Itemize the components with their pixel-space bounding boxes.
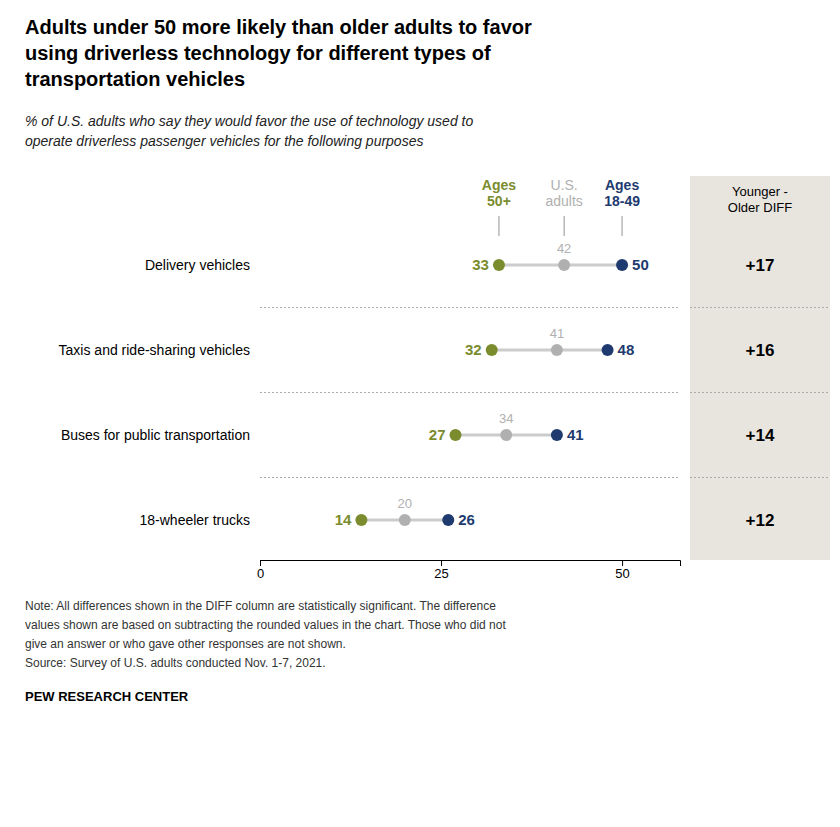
title-line: using driverless technology for differen… [25, 42, 491, 64]
data-label: 14 [335, 511, 352, 528]
column-header-line: adults [545, 193, 582, 209]
title-line: transportation vehicles [25, 68, 245, 90]
data-label: 50 [632, 256, 649, 273]
diff-value: +16 [746, 341, 775, 360]
row-separator [260, 477, 680, 478]
x-tick-label: 50 [615, 566, 629, 581]
row-separator [690, 392, 830, 393]
dot [551, 429, 563, 441]
diff-header: Younger -Older DIFF [728, 184, 792, 215]
data-label: 41 [550, 326, 564, 341]
data-label: 34 [499, 411, 513, 426]
subtitle-line: operate driverless passenger vehicles fo… [25, 133, 423, 149]
subtitle-line: % of U.S. adults who say they would favo… [25, 113, 473, 129]
dot [551, 344, 563, 356]
category-labels: Delivery vehicles Taxis and ride-sharing … [59, 257, 250, 528]
header-bracket [498, 216, 499, 236]
data-label: 32 [465, 341, 482, 358]
data-label: 41 [567, 426, 584, 443]
note: Source: Survey of U.S. adults conducted … [25, 656, 326, 670]
column-header-line: 50+ [487, 193, 511, 209]
column-header-line: Ages [482, 177, 516, 193]
category-label: Delivery vehicles [145, 257, 250, 273]
header-bracket [622, 216, 623, 236]
column-headers: Ages50+U.S.adultsAges18-49 [482, 177, 640, 236]
note: values shown are based on subtracting th… [25, 618, 506, 632]
dot [399, 514, 411, 526]
separators [260, 308, 830, 478]
x-tick: 50 [615, 560, 629, 581]
dot [450, 429, 462, 441]
row-separator [690, 477, 830, 478]
category-label: Buses for public transportation [61, 427, 250, 443]
x-tick-mark [622, 560, 623, 566]
diff-column-bg [690, 176, 830, 560]
data-label: 42 [557, 241, 571, 256]
column-header: Ages18-49 [604, 177, 640, 209]
chart: Adults under 50 more likely than older a… [0, 0, 840, 827]
x-tick: 25 [434, 560, 448, 581]
row-separator [260, 392, 680, 393]
data-label: 26 [458, 511, 475, 528]
x-tick: 0 [257, 560, 264, 581]
title-line: Adults under 50 more likely than older a… [25, 16, 532, 38]
data-label: 27 [429, 426, 446, 443]
dot [500, 429, 512, 441]
dot [616, 259, 628, 271]
diff-value: +17 [746, 256, 775, 275]
column-header-line: Ages [605, 177, 639, 193]
header-bracket [564, 216, 565, 236]
category-label: 18-wheeler trucks [140, 512, 251, 528]
data-label: 48 [618, 341, 635, 358]
column-header: Ages50+ [482, 177, 516, 209]
x-axis-line [261, 561, 681, 567]
data-label: 33 [472, 256, 489, 273]
column-header: U.S.adults [545, 177, 582, 209]
dot [486, 344, 498, 356]
diff-value: +14 [746, 426, 775, 445]
dot [558, 259, 570, 271]
note: give an answer or who gave other respons… [25, 637, 346, 651]
source-label: PEW RESEARCH CENTER [25, 689, 189, 704]
diff-header-line: Older DIFF [728, 200, 792, 215]
dot [602, 344, 614, 356]
x-tick-label: 0 [257, 566, 264, 581]
x-tick-mark [441, 560, 442, 566]
column-header-line: 18-49 [604, 193, 640, 209]
x-tick-label: 25 [434, 566, 448, 581]
notes: Note: All differences shown in the DIFF … [25, 599, 506, 704]
dot [442, 514, 454, 526]
dot [493, 259, 505, 271]
connector [492, 349, 608, 352]
note: Note: All differences shown in the DIFF … [25, 599, 496, 613]
row-separator [690, 307, 830, 308]
dot [355, 514, 367, 526]
category-label: Taxis and ride-sharing vehicles [59, 342, 250, 358]
title: Adults under 50 more likely than older a… [25, 16, 532, 90]
x-axis: 0 25 50 [257, 560, 681, 581]
row-separator [260, 307, 680, 308]
x-tick-mark [260, 560, 261, 566]
diff-header-line: Younger - [732, 184, 788, 199]
data-labels: 33 32 27 14 42 41 34 20 50 48 41 26 [335, 241, 649, 528]
column-header-line: U.S. [551, 177, 578, 193]
data-label: 20 [398, 496, 412, 511]
diff-value: +12 [746, 511, 775, 530]
plot-marks [355, 259, 628, 526]
subtitle: % of U.S. adults who say they would favo… [25, 113, 473, 149]
